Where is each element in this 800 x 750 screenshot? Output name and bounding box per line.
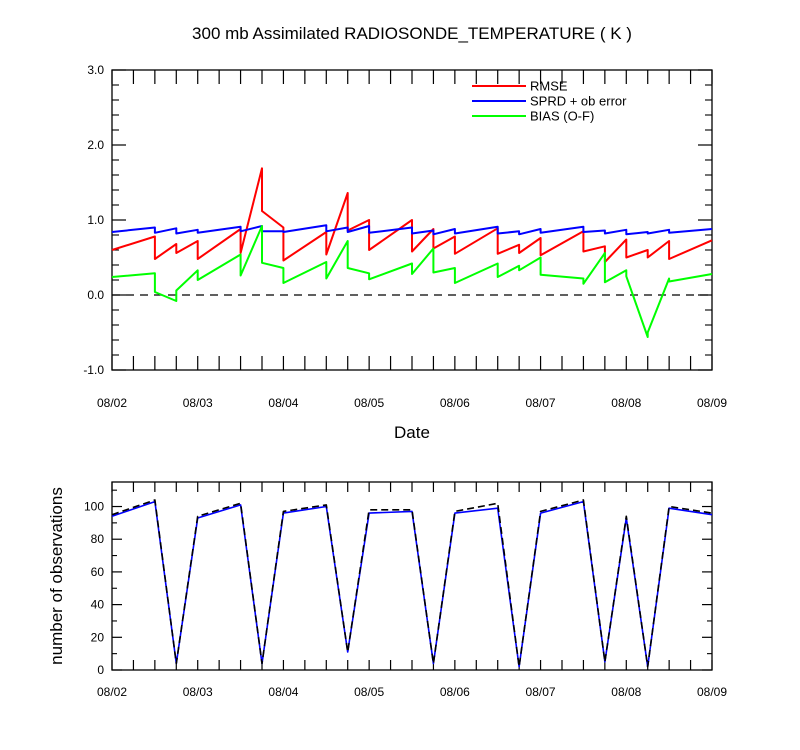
bottom-plot-frame (111, 481, 713, 671)
y-tick-label: -1.0 (83, 363, 104, 377)
bottom-axes: 08/02 08/03 08/04 08/05 08/06 08/07 08/08 08/09… (84, 482, 727, 699)
x-tick-label: 08/08 (611, 685, 641, 699)
x-tick-label: 08/05 (354, 685, 384, 699)
x-tick-label: 08/05 (354, 396, 384, 410)
series-line-rmse (111, 167, 713, 263)
y-tick-label: 0 (97, 663, 104, 677)
y-axis-label-observations: number of observations (47, 487, 66, 665)
x-tick-label: 08/09 (697, 685, 727, 699)
x-tick-label: 08/07 (526, 685, 556, 699)
x-axis-label: Date (394, 423, 430, 442)
y-tick-label: 40 (91, 598, 105, 612)
y-tick-label: 2.0 (87, 138, 104, 152)
top-axes: 08/02 08/03 08/04 08/05 08/06 08/07 08/08 08/09… (83, 63, 727, 410)
series-line-1 (111, 499, 713, 668)
x-tick-label: 08/04 (268, 685, 298, 699)
x-tick-label: 08/09 (697, 396, 727, 410)
y-tick-label: 80 (91, 532, 105, 546)
y-tick-label: 3.0 (87, 63, 104, 77)
legend-label: BIAS (O-F) (530, 109, 594, 124)
y-tick-label: 60 (91, 565, 105, 579)
top-plot-area: 08/02 08/03 08/04 08/05 08/06 08/07 08/08 08/09… (83, 63, 727, 410)
x-tick-label: 08/02 (97, 396, 127, 410)
y-tick-label: 0.0 (87, 288, 104, 302)
series-line-sprd-ob-error (111, 224, 713, 236)
top-series-group (111, 167, 713, 338)
x-tick-label: 08/03 (183, 396, 213, 410)
series-line-bias-o-f (111, 225, 713, 338)
x-tick-label: 08/02 (97, 685, 127, 699)
x-tick-label: 08/08 (611, 396, 641, 410)
x-tick-label: 08/03 (183, 685, 213, 699)
x-tick-label: 08/04 (268, 396, 298, 410)
x-tick-label: 08/06 (440, 685, 470, 699)
legend-label: RMSE (530, 79, 568, 94)
bottom-plot-area: 08/02 08/03 08/04 08/05 08/06 08/07 08/08 08/09… (84, 481, 727, 699)
y-tick-label: 1.0 (87, 213, 104, 227)
legend-label: SPRD + ob error (530, 94, 627, 109)
bottom-series-group (111, 499, 713, 668)
chart-title: 300 mb Assimilated RADIOSONDE_TEMPERATUR… (192, 24, 632, 43)
series-line-0 (111, 500, 713, 668)
x-tick-label: 08/06 (440, 396, 470, 410)
y-tick-label: 20 (91, 630, 105, 644)
y-tick-label: 100 (84, 500, 104, 514)
x-tick-label: 08/07 (526, 396, 556, 410)
